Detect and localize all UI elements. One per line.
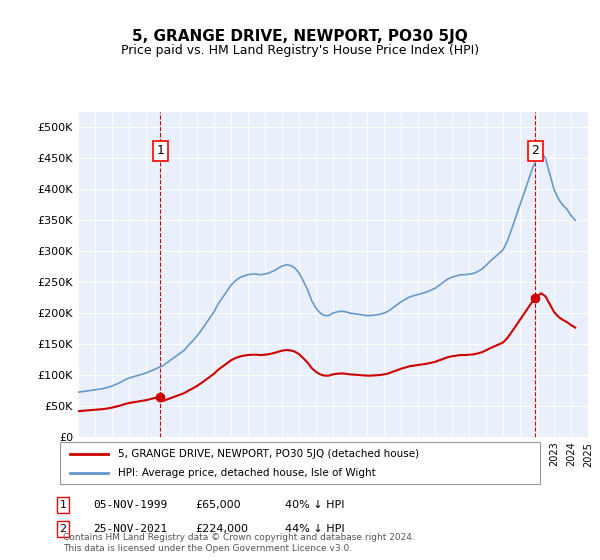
Text: 5, GRANGE DRIVE, NEWPORT, PO30 5JQ: 5, GRANGE DRIVE, NEWPORT, PO30 5JQ xyxy=(132,29,468,44)
Text: 25-NOV-2021: 25-NOV-2021 xyxy=(93,524,167,534)
Text: £65,000: £65,000 xyxy=(195,500,241,510)
Text: 44% ↓ HPI: 44% ↓ HPI xyxy=(285,524,344,534)
Text: Contains HM Land Registry data © Crown copyright and database right 2024.
This d: Contains HM Land Registry data © Crown c… xyxy=(63,533,415,553)
Text: 05-NOV-1999: 05-NOV-1999 xyxy=(93,500,167,510)
Text: HPI: Average price, detached house, Isle of Wight: HPI: Average price, detached house, Isle… xyxy=(118,468,376,478)
FancyBboxPatch shape xyxy=(60,442,540,484)
Text: 2: 2 xyxy=(532,144,539,157)
Text: 40% ↓ HPI: 40% ↓ HPI xyxy=(285,500,344,510)
Text: £224,000: £224,000 xyxy=(195,524,248,534)
Text: 1: 1 xyxy=(157,144,164,157)
Text: 1: 1 xyxy=(59,500,67,510)
Text: 5, GRANGE DRIVE, NEWPORT, PO30 5JQ (detached house): 5, GRANGE DRIVE, NEWPORT, PO30 5JQ (deta… xyxy=(118,449,419,459)
Text: 2: 2 xyxy=(59,524,67,534)
Text: Price paid vs. HM Land Registry's House Price Index (HPI): Price paid vs. HM Land Registry's House … xyxy=(121,44,479,57)
